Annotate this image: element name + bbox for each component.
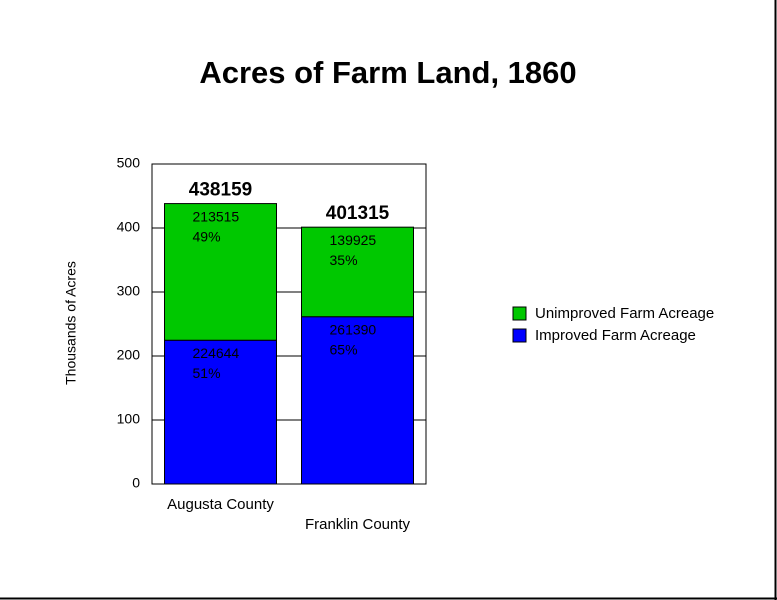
total-label: 401315 [326,203,390,224]
bar-segment [301,316,414,485]
y-tick-label: 300 [117,283,141,299]
legend-swatch [512,306,527,321]
legend-label: Unimproved Farm Acreage [535,305,714,322]
y-tick-label: 200 [117,347,141,363]
y-tick-label: 100 [117,411,141,427]
percent-label: 35% [330,252,358,268]
value-label: 261390 [330,321,377,337]
y-tick-label: 0 [132,475,140,491]
y-axis-label: Thousands of Acres [63,261,79,385]
percent-label: 65% [330,341,358,357]
value-label: 213515 [193,208,240,224]
legend-swatch [512,328,527,343]
value-label: 224644 [193,345,240,361]
chart-title: Acres of Farm Land, 1860 [199,55,576,90]
x-tick-label: Franklin County [305,516,411,533]
percent-label: 51% [193,365,221,381]
percent-label: 49% [193,228,221,244]
bar-segment [164,203,277,341]
y-tick-label: 500 [117,155,141,171]
x-tick-label: Augusta County [167,496,274,513]
plot-border [151,163,427,485]
y-tick-label: 400 [117,219,141,235]
value-label: 139925 [330,232,377,248]
total-label: 438159 [189,180,252,201]
bar-segment [164,339,277,485]
legend-label: Improved Farm Acreage [535,327,696,344]
bar-segment [301,226,414,318]
